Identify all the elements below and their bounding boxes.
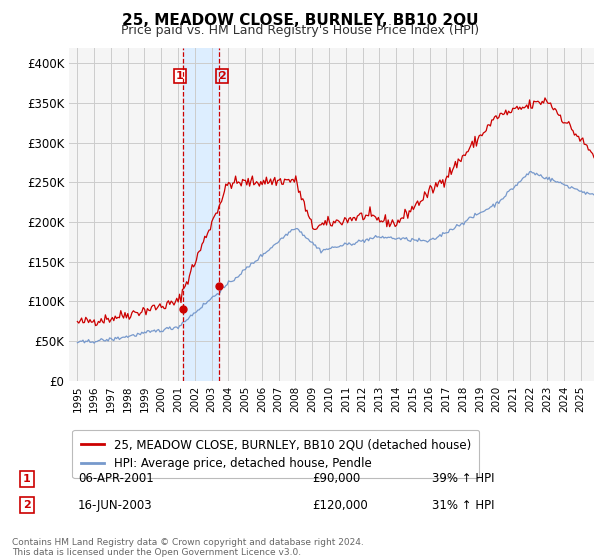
- Text: 1: 1: [23, 474, 31, 484]
- Text: 31% ↑ HPI: 31% ↑ HPI: [432, 498, 494, 512]
- Text: 1: 1: [176, 71, 184, 81]
- Text: 06-APR-2001: 06-APR-2001: [78, 472, 154, 486]
- Text: £90,000: £90,000: [312, 472, 360, 486]
- Text: 25, MEADOW CLOSE, BURNLEY, BB10 2QU: 25, MEADOW CLOSE, BURNLEY, BB10 2QU: [122, 13, 478, 28]
- Text: Price paid vs. HM Land Registry's House Price Index (HPI): Price paid vs. HM Land Registry's House …: [121, 24, 479, 37]
- Text: £120,000: £120,000: [312, 498, 368, 512]
- Text: 39% ↑ HPI: 39% ↑ HPI: [432, 472, 494, 486]
- Text: 2: 2: [23, 500, 31, 510]
- Text: 2: 2: [218, 71, 226, 81]
- Text: 16-JUN-2003: 16-JUN-2003: [78, 498, 152, 512]
- Legend: 25, MEADOW CLOSE, BURNLEY, BB10 2QU (detached house), HPI: Average price, detach: 25, MEADOW CLOSE, BURNLEY, BB10 2QU (det…: [72, 430, 479, 478]
- Text: Contains HM Land Registry data © Crown copyright and database right 2024.
This d: Contains HM Land Registry data © Crown c…: [12, 538, 364, 557]
- Bar: [182, 48, 219, 381]
